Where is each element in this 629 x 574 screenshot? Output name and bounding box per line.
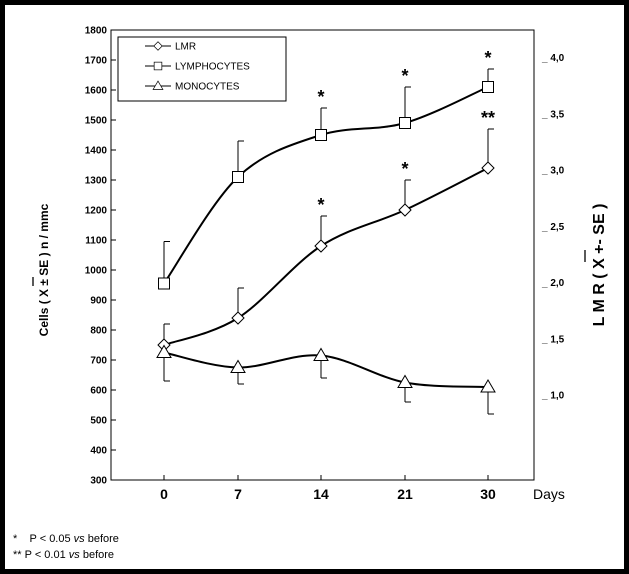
legend-label: LYMPHOCYTES: [175, 62, 250, 73]
y-tick-label: 1800: [85, 26, 108, 37]
series-lmr: ****: [157, 108, 495, 352]
y-tick-label: 800: [90, 326, 107, 337]
legend-label: LMR: [175, 42, 196, 53]
y-tick-label: 1300: [85, 176, 108, 187]
x-tick-label: 0: [160, 486, 168, 502]
y-tick-label: 1000: [85, 266, 108, 277]
legend-box: [117, 36, 287, 102]
data-point-monocytes: [397, 374, 413, 388]
data-point-monocytes: [480, 379, 496, 393]
series-line-lmr: [163, 167, 489, 346]
plot-border: [110, 29, 535, 481]
y-tick-label: 400: [90, 446, 107, 457]
data-point-lymphocytes: [482, 81, 494, 93]
axes: 3004005006007008009001000110012001300140…: [85, 26, 565, 503]
footnote-1: * P < 0.05 vs before: [13, 531, 119, 547]
y-axis-label: Cells ( X ± SE ) n / mmc: [37, 203, 51, 336]
y-tick-label: 1400: [85, 146, 108, 157]
footnotes: * P < 0.05 vs before ** P < 0.01 vs befo…: [13, 531, 119, 563]
data-point-lmr: [314, 239, 328, 253]
footnote-1-stars: *: [13, 533, 18, 545]
legend: LMR LYMPHOCYTES MONOCYTES: [117, 36, 287, 102]
data-point-monocytes: [313, 347, 329, 361]
legend-marker-monocytes: [152, 80, 164, 90]
x-tick-label: 30: [480, 486, 496, 502]
footnote-2-after: before: [82, 549, 115, 561]
y-tick-label: 1100: [85, 236, 107, 247]
significance-marker: *: [317, 87, 324, 107]
footnote-1-text: P < 0.05: [29, 533, 71, 545]
data-point-lmr: [398, 203, 412, 217]
data-point-lmr: [481, 161, 495, 175]
significance-marker: *: [401, 159, 408, 179]
y2-tick-label: _ 4,0: [541, 53, 565, 64]
y-tick-label: 600: [90, 386, 107, 397]
significance-marker: *: [484, 48, 491, 68]
y2-axis-label: L M R ( X +- SE ): [591, 204, 608, 327]
y2-tick-label: _ 2,5: [541, 222, 565, 233]
series-monocytes: [156, 344, 496, 415]
chart-frame: 300 400 500 600 700 800 900 1000 1100 1200 1300 140…: [5, 5, 624, 569]
x-tick-label: 14: [313, 486, 329, 502]
series-layer: *******: [156, 48, 496, 415]
legend-marker-lmr: [153, 41, 163, 51]
footnote-2-stars: **: [13, 549, 22, 561]
data-point-monocytes: [156, 344, 172, 358]
data-point-lymphocytes: [399, 117, 411, 129]
series-line-lymphocytes: [163, 86, 489, 285]
y2-tick-label: _ 2,0: [541, 278, 565, 289]
y2-tick-label: _ 3,0: [541, 166, 565, 177]
significance-marker: **: [481, 108, 495, 128]
y2-tick-label: _ 3,5: [541, 109, 565, 120]
y-tick-label: 700: [90, 356, 107, 367]
series-lymphocytes: ***: [158, 48, 494, 290]
y-tick-label: 1200: [85, 206, 108, 217]
footnote-2-text: P < 0.01: [24, 549, 66, 561]
line-chart: 3004005006007008009001000110012001300140…: [32, 26, 608, 503]
footnote-1-after: before: [87, 533, 119, 545]
y-tick-label: 1700: [85, 56, 108, 67]
y-tick-label: 1600: [85, 86, 108, 97]
legend-label: MONOCYTES: [175, 82, 240, 93]
data-point-lymphocytes: [232, 171, 244, 183]
footnote-1-vs: vs: [73, 533, 85, 545]
x-axis-label: Days: [533, 486, 565, 502]
y-tick-label: 300: [90, 476, 107, 487]
y2-tick-label: _ 1,0: [541, 391, 565, 402]
axis-labels: Cells ( X ± SE ) n / mmc L M R ( X +- SE …: [32, 203, 608, 502]
data-point-lymphocytes: [158, 277, 170, 290]
data-point-lymphocytes: [315, 129, 327, 141]
x-tick-label: 21: [397, 486, 413, 502]
x-tick-label: 7: [234, 486, 242, 502]
footnote-2: ** P < 0.01 vs before: [13, 547, 119, 563]
significance-marker: *: [317, 195, 324, 215]
legend-marker-lymphocytes: [153, 61, 163, 71]
y-tick-label: 900: [90, 296, 107, 307]
y-tick-label: 500: [90, 416, 107, 427]
footnote-2-vs: vs: [68, 549, 80, 561]
y-tick-label: 1500: [85, 116, 108, 127]
y2-tick-label: _ 1,5: [541, 334, 565, 345]
data-point-lmr: [231, 311, 245, 325]
significance-marker: *: [401, 66, 408, 86]
data-point-monocytes: [230, 359, 246, 373]
